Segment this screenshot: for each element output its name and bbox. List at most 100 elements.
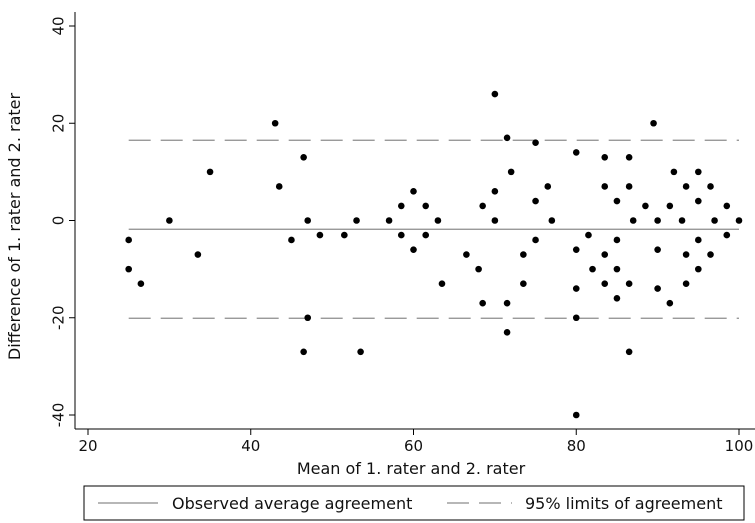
y-tick-label: 0	[49, 216, 67, 226]
data-point	[695, 198, 702, 205]
data-point	[626, 280, 633, 287]
legend-mean-label: Observed average agreement	[172, 494, 412, 513]
x-tick-label: 100	[725, 437, 754, 455]
data-point	[614, 237, 621, 244]
data-point	[585, 232, 592, 239]
data-point	[736, 217, 743, 224]
data-point	[723, 203, 730, 210]
data-point	[654, 217, 661, 224]
y-tick-label: -20	[49, 306, 67, 331]
x-tick-label: 60	[404, 437, 423, 455]
reference-lines	[129, 140, 739, 318]
data-point	[504, 329, 511, 336]
data-point	[683, 183, 690, 190]
data-point	[386, 217, 393, 224]
data-point	[492, 217, 499, 224]
data-point	[573, 246, 580, 253]
x-axis-title: Mean of 1. rater and 2. rater	[297, 459, 526, 478]
data-point	[353, 217, 360, 224]
data-point	[304, 217, 311, 224]
data-point	[492, 91, 499, 98]
data-point	[439, 280, 446, 287]
data-point	[422, 203, 429, 210]
data-point	[654, 285, 661, 292]
data-point	[601, 251, 608, 258]
y-tick-label: 20	[49, 114, 67, 133]
data-point	[166, 217, 173, 224]
y-tick-label: -40	[49, 403, 67, 428]
data-point	[207, 169, 214, 176]
data-point	[272, 120, 279, 127]
data-point	[288, 237, 295, 244]
data-point	[125, 237, 132, 244]
data-point	[300, 154, 307, 161]
data-point	[532, 198, 539, 205]
data-point	[573, 149, 580, 156]
data-point	[654, 246, 661, 253]
legend: Observed average agreement 95% limits of…	[84, 486, 744, 520]
data-point	[398, 232, 405, 239]
data-point	[357, 348, 364, 355]
data-point	[695, 237, 702, 244]
x-axis: 20 40 60 80 100	[75, 429, 755, 455]
data-point	[138, 280, 145, 287]
data-point	[300, 348, 307, 355]
data-point	[667, 203, 674, 210]
data-point	[683, 280, 690, 287]
data-point	[544, 183, 551, 190]
data-point	[549, 217, 556, 224]
data-point	[435, 217, 442, 224]
data-point	[671, 169, 678, 176]
data-point	[573, 314, 580, 321]
data-point	[410, 246, 417, 253]
data-point	[520, 251, 527, 258]
data-point	[650, 120, 657, 127]
data-point	[341, 232, 348, 239]
data-point	[589, 266, 596, 273]
data-point	[276, 183, 283, 190]
data-point	[573, 412, 580, 419]
data-point	[304, 314, 311, 321]
data-point	[508, 169, 515, 176]
data-point	[601, 183, 608, 190]
y-tick-label: 40	[49, 16, 67, 35]
data-point	[626, 183, 633, 190]
data-point	[707, 183, 714, 190]
data-point	[601, 280, 608, 287]
legend-limits-label: 95% limits of agreement	[525, 494, 723, 513]
data-point	[626, 154, 633, 161]
data-point	[398, 203, 405, 210]
data-point	[504, 300, 511, 307]
data-point	[125, 266, 132, 273]
y-axis: -40 -20 0 20 40	[49, 12, 75, 429]
data-point	[317, 232, 324, 239]
data-point	[195, 251, 202, 258]
x-tick-label: 80	[567, 437, 586, 455]
data-point	[520, 280, 527, 287]
data-point	[463, 251, 470, 258]
data-point	[695, 169, 702, 176]
data-point	[667, 300, 674, 307]
data-point	[601, 154, 608, 161]
data-point	[614, 266, 621, 273]
data-point	[711, 217, 718, 224]
data-point	[532, 139, 539, 146]
data-point	[504, 135, 511, 142]
data-point	[723, 232, 730, 239]
data-point	[410, 188, 417, 195]
data-point	[422, 232, 429, 239]
data-point	[479, 300, 486, 307]
x-tick-label: 20	[78, 437, 97, 455]
data-point	[614, 295, 621, 302]
data-point	[707, 251, 714, 258]
data-point	[679, 217, 686, 224]
data-point	[614, 198, 621, 205]
data-point	[573, 285, 580, 292]
data-point	[475, 266, 482, 273]
data-point	[683, 251, 690, 258]
data-point	[630, 217, 637, 224]
data-point	[532, 237, 539, 244]
data-point	[492, 188, 499, 195]
data-point	[626, 348, 633, 355]
